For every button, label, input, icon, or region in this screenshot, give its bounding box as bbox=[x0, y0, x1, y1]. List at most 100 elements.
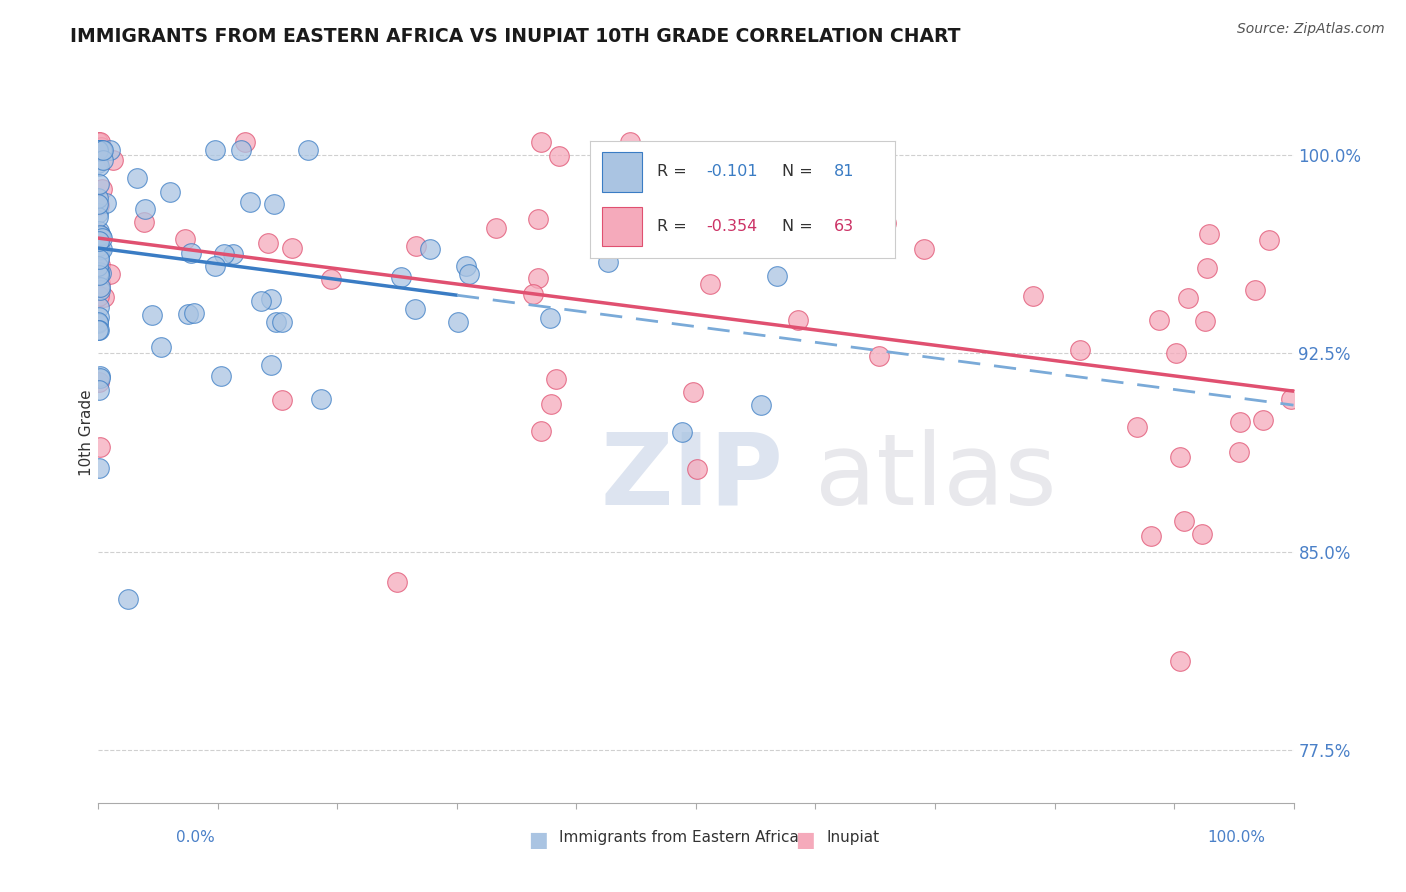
Point bbox=[89, 369, 111, 384]
Point bbox=[385, 575, 408, 590]
Point bbox=[87, 224, 110, 238]
Point bbox=[91, 143, 114, 157]
Point bbox=[530, 425, 553, 439]
Point bbox=[87, 159, 110, 173]
Text: Immigrants from Eastern Africa: Immigrants from Eastern Africa bbox=[560, 830, 799, 845]
Point bbox=[89, 145, 111, 159]
Point bbox=[447, 315, 470, 329]
Text: Inupiat: Inupiat bbox=[825, 830, 879, 845]
Point bbox=[229, 143, 252, 157]
Point bbox=[89, 258, 111, 272]
Point bbox=[912, 242, 935, 256]
Text: 100.0%: 100.0% bbox=[1208, 830, 1265, 845]
Point bbox=[238, 195, 260, 210]
Text: -0.354: -0.354 bbox=[706, 219, 756, 234]
Text: R =: R = bbox=[657, 164, 692, 179]
Point bbox=[1177, 291, 1199, 305]
Point bbox=[89, 144, 111, 158]
Point bbox=[204, 259, 226, 273]
Point bbox=[183, 306, 205, 320]
Point bbox=[297, 143, 319, 157]
Point bbox=[91, 143, 114, 157]
Point bbox=[530, 135, 553, 149]
Bar bbox=[602, 152, 641, 192]
Point bbox=[89, 276, 111, 290]
Point bbox=[630, 230, 652, 244]
Point bbox=[1194, 313, 1216, 327]
Text: atlas: atlas bbox=[815, 428, 1057, 525]
Point bbox=[87, 252, 110, 267]
Point bbox=[87, 227, 110, 242]
Text: ■: ■ bbox=[527, 830, 548, 849]
Point bbox=[257, 235, 280, 250]
Point bbox=[263, 196, 285, 211]
Point bbox=[91, 231, 114, 245]
Point bbox=[522, 287, 544, 301]
Point bbox=[1022, 289, 1045, 303]
Point bbox=[271, 393, 294, 408]
Point bbox=[90, 266, 112, 280]
Point bbox=[87, 375, 110, 389]
Point bbox=[87, 198, 110, 212]
Point bbox=[87, 315, 110, 329]
Point bbox=[546, 372, 568, 386]
Point bbox=[93, 290, 115, 304]
Text: -0.101: -0.101 bbox=[706, 164, 758, 179]
Text: 0.0%: 0.0% bbox=[176, 830, 215, 845]
Point bbox=[419, 242, 441, 256]
Text: IMMIGRANTS FROM EASTERN AFRICA VS INUPIAT 10TH GRADE CORRELATION CHART: IMMIGRANTS FROM EASTERN AFRICA VS INUPIA… bbox=[70, 27, 960, 45]
Point bbox=[766, 268, 789, 283]
Point bbox=[1125, 420, 1147, 434]
Point bbox=[149, 340, 172, 354]
Point bbox=[180, 246, 202, 260]
Point bbox=[89, 383, 111, 397]
Point bbox=[87, 259, 110, 273]
Point bbox=[134, 214, 156, 228]
Text: ■: ■ bbox=[794, 830, 815, 849]
Text: Source: ZipAtlas.com: Source: ZipAtlas.com bbox=[1237, 22, 1385, 37]
Point bbox=[1168, 450, 1191, 464]
Point bbox=[270, 316, 292, 330]
Point bbox=[89, 371, 111, 385]
Point bbox=[159, 186, 181, 200]
Point bbox=[87, 265, 110, 279]
Point bbox=[538, 311, 561, 326]
Y-axis label: 10th Grade: 10th Grade bbox=[79, 389, 94, 476]
Point bbox=[87, 143, 110, 157]
Point bbox=[87, 191, 110, 205]
Point bbox=[89, 227, 111, 242]
Point bbox=[89, 243, 111, 257]
Point bbox=[98, 143, 121, 157]
Point bbox=[1168, 654, 1191, 668]
Point bbox=[1164, 346, 1187, 360]
Point bbox=[1191, 526, 1213, 541]
Point bbox=[686, 462, 709, 476]
Point bbox=[209, 368, 232, 383]
Point bbox=[87, 316, 110, 330]
Point bbox=[1244, 283, 1267, 297]
Point bbox=[458, 267, 481, 281]
Text: N =: N = bbox=[782, 219, 818, 234]
Text: 63: 63 bbox=[834, 219, 853, 234]
Point bbox=[547, 148, 569, 162]
Point bbox=[87, 310, 110, 325]
Point bbox=[94, 195, 117, 210]
Point bbox=[1198, 227, 1220, 241]
Point bbox=[311, 392, 333, 406]
Point bbox=[1149, 313, 1171, 327]
Point bbox=[281, 241, 304, 255]
Point bbox=[540, 397, 562, 411]
Point bbox=[141, 308, 163, 322]
Point bbox=[260, 293, 283, 307]
Point bbox=[235, 135, 257, 149]
Point bbox=[1257, 233, 1279, 247]
Point bbox=[527, 271, 550, 285]
Point bbox=[765, 220, 787, 235]
Point bbox=[456, 259, 478, 273]
Point bbox=[90, 229, 112, 244]
Point bbox=[87, 211, 110, 225]
Point bbox=[214, 246, 236, 260]
Point bbox=[391, 270, 413, 285]
Point bbox=[875, 217, 897, 231]
Point bbox=[87, 143, 110, 157]
